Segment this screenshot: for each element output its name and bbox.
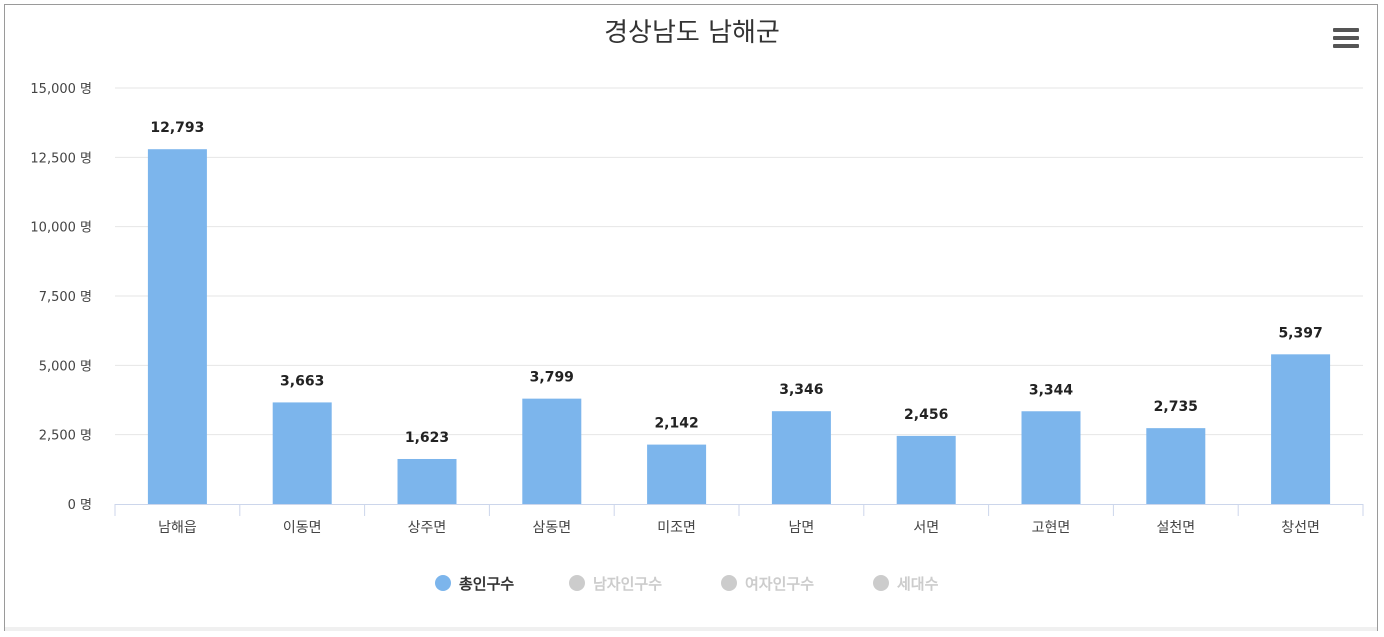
- x-tick-label: 서면: [913, 520, 939, 536]
- y-tick-label: 5,000 명: [39, 359, 92, 374]
- y-tick-label: 7,500 명: [39, 290, 92, 305]
- legend-dot: [435, 575, 451, 591]
- bar: [1021, 411, 1081, 504]
- legend-dot: [873, 575, 889, 591]
- chart-container: [4, 4, 1378, 631]
- bottom-strip: [5, 627, 1377, 631]
- data-label: 2,456: [904, 407, 948, 423]
- legend-label: 세대수: [897, 574, 939, 593]
- legend-label: 총인구수: [459, 574, 515, 593]
- hamburger-menu-icon[interactable]: [1333, 28, 1359, 50]
- bar: [1271, 354, 1331, 504]
- bar: [522, 398, 582, 504]
- bar-chart: 0 명 2,500 명 5,000 명 7,500 명 10,000 명 12,500 명…: [30, 82, 1364, 536]
- y-tick-label: 10,000 명: [30, 221, 92, 236]
- legend-item-male[interactable]: 남자인구수: [569, 568, 662, 598]
- legend-item-female[interactable]: 여자인구수: [721, 568, 814, 598]
- menu-line: [1333, 44, 1359, 48]
- data-label: 5,397: [1278, 325, 1322, 341]
- x-tick-label: 고현면: [1032, 520, 1071, 536]
- x-tick-label: 삼동면: [532, 520, 571, 536]
- legend-label: 남자인구수: [593, 574, 663, 593]
- bar: [1146, 428, 1206, 504]
- y-tick-label: 12,500 명: [30, 151, 92, 166]
- x-tick-label: 상주면: [408, 520, 447, 536]
- data-label: 3,344: [1029, 382, 1074, 398]
- x-tick-label: 미조면: [657, 520, 696, 536]
- data-label: 2,735: [1154, 399, 1198, 415]
- bar: [771, 411, 831, 504]
- menu-line: [1333, 36, 1359, 40]
- x-tick-label: 설천면: [1156, 520, 1195, 536]
- data-label: 2,142: [654, 416, 698, 432]
- y-tick-label: 2,500 명: [39, 429, 92, 444]
- legend-dot: [721, 575, 737, 591]
- chart-title: 경상남도 남해군: [604, 18, 780, 48]
- data-label: 1,623: [405, 430, 449, 446]
- x-tick-label: 창선면: [1281, 520, 1320, 536]
- legend-item-households[interactable]: 세대수: [873, 568, 938, 598]
- x-tick-label: 남해읍: [158, 520, 197, 536]
- data-label: 3,663: [280, 373, 324, 389]
- menu-line: [1333, 28, 1359, 32]
- x-tick-label: 남면: [789, 520, 815, 536]
- legend-dot: [569, 575, 585, 591]
- bar: [647, 444, 707, 504]
- legend-label: 여자인구수: [745, 574, 815, 593]
- bar: [272, 402, 332, 504]
- bar: [147, 149, 207, 505]
- data-label: 12,793: [150, 120, 204, 136]
- legend-item-total[interactable]: 총인구수: [435, 568, 514, 598]
- y-tick-label: 0 명: [68, 498, 92, 513]
- legend: 총인구수 남자인구수 여자인구수 세대수: [0, 568, 1384, 598]
- data-label: 3,799: [530, 370, 574, 386]
- data-label: 3,346: [779, 382, 823, 398]
- bar: [397, 458, 457, 504]
- x-tick-label: 이동면: [283, 520, 322, 536]
- y-tick-label: 15,000 명: [30, 82, 92, 97]
- bar: [896, 435, 956, 504]
